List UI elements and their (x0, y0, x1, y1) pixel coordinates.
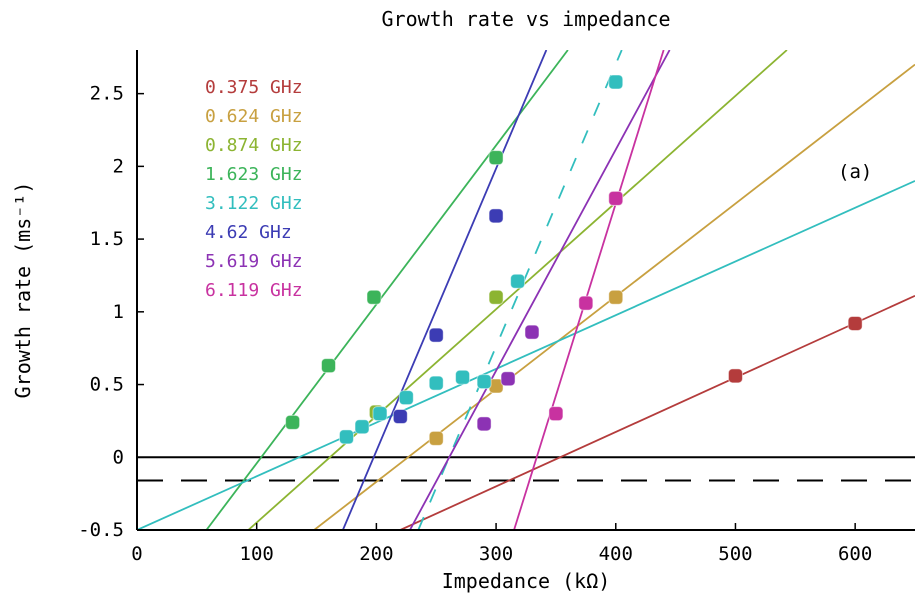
x-tick-label: 600 (838, 543, 872, 565)
fit-line-series-0 (399, 294, 915, 530)
y-axis-label: Growth rate (ms⁻¹) (11, 182, 35, 399)
fit-line-series-5 (342, 50, 548, 530)
y-tick-label: 2 (113, 155, 124, 177)
data-point-series-7-1 (578, 295, 594, 311)
data-point-series-1-0 (428, 430, 444, 446)
data-point-series-4-3 (398, 390, 414, 406)
data-point-series-4-1 (354, 419, 370, 435)
plot-area (137, 50, 915, 530)
data-point-series-3-0 (285, 414, 301, 430)
axes-frame (136, 50, 915, 531)
x-tick-label: 100 (240, 543, 274, 565)
data-point-series-5-0 (392, 409, 408, 425)
x-ticks: 0 100 200 300 400 500 600 (131, 523, 872, 565)
fit-line-series-4 (137, 180, 915, 530)
data-point-series-4-0 (338, 429, 354, 445)
chart-title: Growth rate vs impedance (382, 7, 671, 31)
legend-entry-4: 3.122 GHz (205, 193, 303, 214)
data-point-series-6-0 (476, 416, 492, 432)
y-tick-label: 1.5 (90, 228, 124, 250)
fit-line-series-2 (247, 50, 788, 530)
x-tick-label: 400 (599, 543, 633, 565)
data-point-series-5-1 (428, 327, 444, 343)
data-point-series-6-2 (524, 324, 540, 340)
x-tick-label: 0 (131, 543, 142, 565)
x-tick-label: 500 (718, 543, 752, 565)
data-point-series-4-8 (608, 74, 624, 90)
data-point-series-4-7 (510, 273, 526, 289)
panel-annotation: (a) (838, 161, 872, 183)
reference-lines (137, 456, 915, 482)
data-point-series-3-1 (321, 358, 337, 374)
data-point-series-4-5 (455, 369, 471, 385)
data-point-series-0-1 (847, 315, 863, 331)
data-point-series-0-0 (727, 368, 743, 384)
y-tick-label: 2.5 (90, 83, 124, 105)
legend-entry-7: 6.119 GHz (205, 280, 303, 301)
data-point-series-4-6 (476, 374, 492, 390)
data-point-series-1-2 (608, 289, 624, 305)
legend-entry-2: 0.874 GHz (205, 135, 303, 156)
legend-entry-3: 1.623 GHz (205, 164, 303, 185)
data-markers (285, 74, 863, 446)
x-axis-label: Impedance (kΩ) (442, 569, 611, 593)
data-point-series-6-1 (500, 371, 516, 387)
data-point-series-4-2 (372, 406, 388, 422)
data-point-series-5-2 (488, 208, 504, 224)
x-tick-label: 300 (479, 543, 513, 565)
data-point-series-2-1 (488, 289, 504, 305)
data-point-series-7-2 (608, 190, 624, 206)
legend-entry-5: 4.62 GHz (205, 222, 292, 243)
data-point-series-4-4 (428, 375, 444, 391)
y-tick-label: -0.5 (78, 519, 124, 541)
data-point-series-3-3 (488, 150, 504, 166)
data-point-series-7-0 (548, 406, 564, 422)
y-tick-label: 0.5 (90, 374, 124, 396)
y-tick-label: 1 (113, 301, 124, 323)
fit-line-series-3 (205, 50, 569, 530)
fit-line-series-7 (513, 50, 665, 530)
fit-line-series-6 (409, 50, 671, 530)
legend-entry-1: 0.624 GHz (205, 106, 303, 127)
data-point-series-3-2 (366, 289, 382, 305)
x-tick-label: 200 (359, 543, 393, 565)
legend: 0.375 GHz 0.624 GHz 0.874 GHz 1.623 GHz 3.12… (205, 77, 303, 301)
y-ticks: -0.5 0 0.5 1 1.5 2 2.5 (78, 83, 144, 541)
legend-entry-6: 5.619 GHz (205, 251, 303, 272)
y-tick-label: 0 (113, 446, 124, 468)
legend-entry-0: 0.375 GHz (205, 77, 303, 98)
